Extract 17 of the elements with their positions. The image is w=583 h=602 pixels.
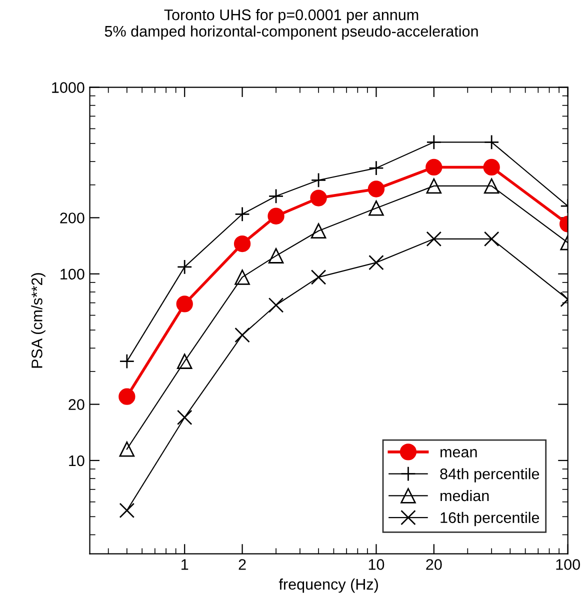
x-tick-label: 100 [556, 559, 580, 570]
x-axis-title: frequency (Hz) [278, 578, 378, 593]
y-tick-label: 1000 [52, 82, 84, 93]
legend-label: 16th percentile [440, 512, 540, 526]
x-tick-label: 2 [238, 559, 246, 570]
y-tick-label: 100 [60, 268, 84, 280]
legend-label: 84th percentile [440, 468, 540, 482]
legend-label: median [440, 490, 489, 502]
x-tick-label: 20 [426, 559, 442, 570]
x-tick-label: 10 [368, 559, 384, 570]
y-tick-label: 200 [60, 212, 84, 224]
y-tick-label: 20 [68, 399, 84, 410]
chart-title: Toronto UHS for p=0.0001 per annum 5% damped horizontal-component pseudo-acceleration [104, 9, 478, 40]
y-axis-title: PSA (cm/s**2) [31, 273, 46, 368]
y-tick-label: 10 [69, 455, 84, 466]
x-tick-label: 1 [182, 559, 188, 570]
legend-label: mean [440, 449, 477, 458]
